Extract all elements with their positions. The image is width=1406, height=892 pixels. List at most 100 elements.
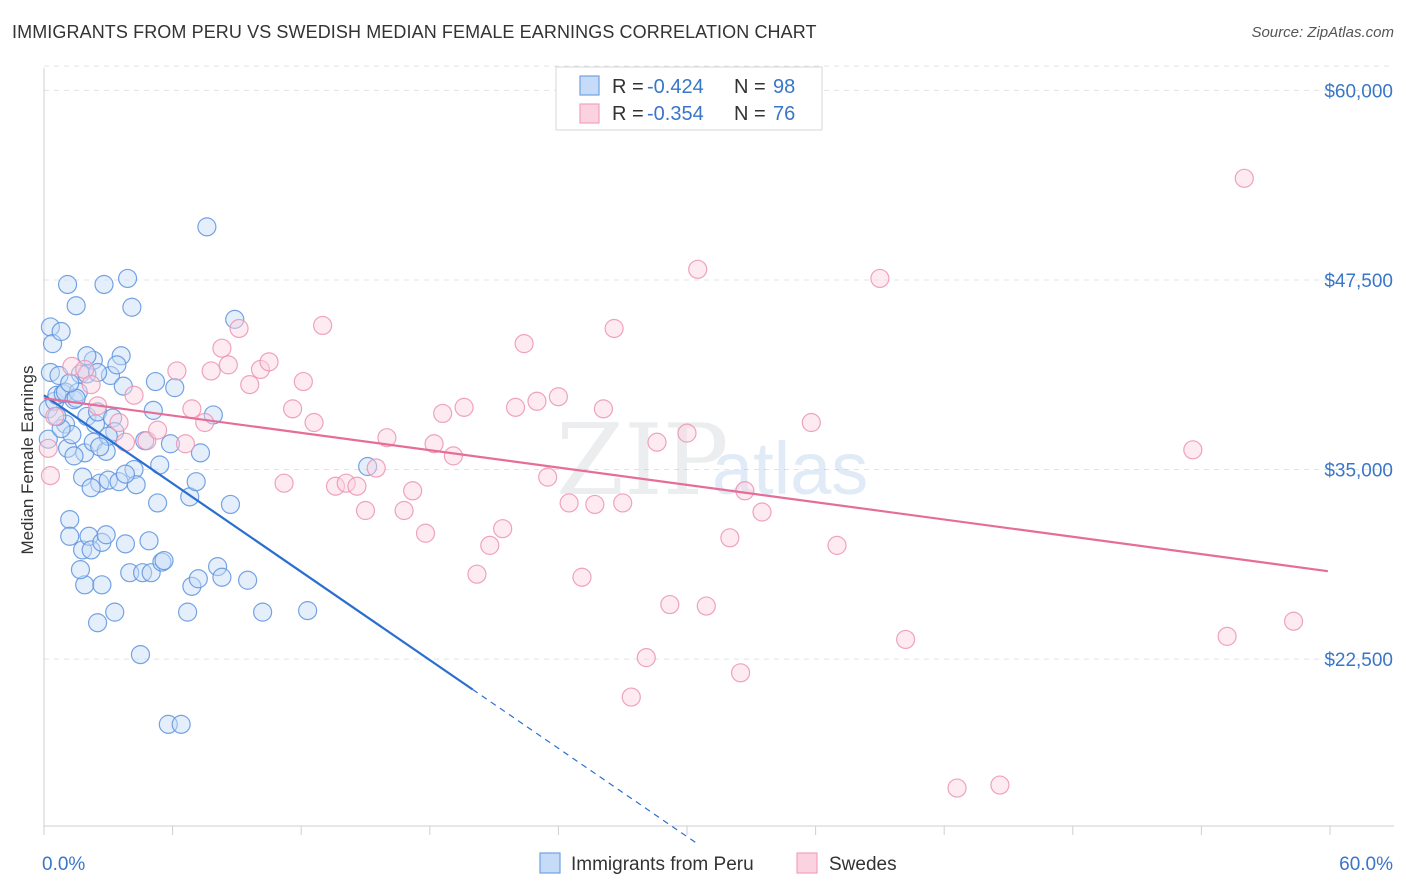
data-point	[347, 476, 367, 496]
chart-source: Source: ZipAtlas.com	[1251, 24, 1394, 41]
data-point	[147, 420, 168, 440]
x-tick-label: 0.0%	[42, 854, 85, 875]
chart-title: IMMIGRANTS FROM PERU VS SWEDISH MEDIAN F…	[12, 22, 817, 42]
data-point	[947, 778, 967, 798]
data-point	[366, 458, 386, 478]
data-point	[167, 361, 187, 381]
data-point	[122, 297, 142, 317]
y-tick-label: $22,500	[1324, 650, 1393, 671]
data-point	[240, 375, 260, 395]
data-point	[60, 373, 80, 393]
data-point	[274, 473, 294, 493]
data-point	[559, 493, 579, 513]
series-swedes	[38, 168, 1304, 798]
data-point	[293, 371, 313, 392]
data-point	[212, 338, 232, 358]
data-point	[253, 602, 273, 622]
data-point	[647, 432, 667, 452]
data-point	[195, 412, 215, 433]
legend-label-swedes: Swedes	[829, 854, 897, 875]
stats-legend: R = -0.424 N = 98 R = -0.354 N = 76	[555, 66, 823, 131]
data-point	[147, 493, 168, 513]
data-point	[124, 385, 144, 405]
watermark-atlas: atlas	[712, 427, 868, 510]
data-point	[454, 397, 474, 417]
data-point	[90, 437, 110, 457]
x-tick-labels: 0.0% 60.0%	[42, 854, 1393, 875]
data-point	[585, 494, 605, 515]
data-point	[870, 268, 890, 289]
stats-legend-n-label-peru: N =	[734, 76, 766, 98]
data-point	[990, 775, 1010, 795]
data-point	[505, 397, 526, 417]
data-point	[62, 425, 82, 445]
data-point	[143, 400, 163, 420]
gridlines	[44, 65, 1394, 660]
legend-swatch-peru	[539, 852, 561, 874]
data-point	[51, 321, 71, 342]
data-point	[696, 596, 716, 616]
watermark-zip: ZIP	[556, 404, 729, 518]
data-point	[57, 274, 78, 295]
stats-legend-n-swedes: 76	[773, 103, 795, 125]
data-point	[38, 438, 58, 458]
x-tick-label: 60.0%	[1339, 854, 1393, 875]
data-point	[175, 434, 196, 454]
trendline-peru-extension	[472, 688, 699, 845]
data-point	[130, 644, 151, 665]
data-point	[60, 526, 80, 546]
data-point	[75, 575, 95, 595]
data-point	[70, 560, 91, 580]
data-point	[377, 428, 397, 448]
stats-legend-r-peru: -0.424	[647, 76, 704, 98]
data-point	[64, 446, 84, 466]
data-point	[81, 540, 101, 560]
data-point	[51, 418, 71, 439]
data-point	[688, 259, 708, 279]
data-point	[190, 443, 211, 463]
data-point	[467, 564, 487, 584]
data-point	[548, 387, 569, 407]
data-point	[636, 648, 656, 668]
data-point	[117, 268, 138, 289]
data-point	[403, 481, 423, 501]
data-point	[182, 576, 202, 596]
data-point	[394, 500, 414, 521]
data-point	[1183, 440, 1203, 460]
data-point	[45, 406, 65, 427]
data-point	[105, 602, 125, 622]
y-tick-label: $60,000	[1324, 81, 1393, 102]
data-point	[336, 473, 356, 493]
data-point	[109, 412, 129, 433]
series-immigrants-from-peru	[38, 217, 378, 734]
data-point	[115, 534, 136, 554]
data-point	[40, 466, 61, 486]
watermark: ZIP atlas	[556, 404, 868, 518]
data-point	[238, 570, 258, 590]
data-point	[660, 594, 680, 615]
trendline-swedes	[43, 397, 1329, 573]
stats-legend-swatch-swedes	[579, 103, 600, 124]
data-point	[218, 355, 238, 375]
data-point	[896, 629, 916, 650]
data-point	[752, 502, 772, 522]
data-point	[538, 467, 558, 487]
data-point	[208, 557, 228, 577]
y-tick-labels: $60,000 $47,500 $35,000 $22,500	[1324, 81, 1393, 671]
data-point	[154, 550, 174, 571]
y-axis-title: Median Female Earnings	[18, 366, 37, 555]
data-point	[613, 493, 633, 513]
data-point	[1283, 611, 1304, 631]
data-point	[283, 399, 303, 419]
data-point	[60, 509, 80, 530]
legend-label-peru: Immigrants from Peru	[571, 854, 754, 875]
data-point	[81, 375, 101, 395]
bottom-legend: Immigrants from Peru Swedes	[539, 852, 897, 875]
data-point	[720, 528, 740, 548]
data-point	[139, 531, 159, 551]
data-point	[94, 274, 114, 295]
data-point	[527, 391, 547, 411]
data-point	[197, 217, 217, 237]
data-point	[111, 346, 131, 366]
data-point	[604, 318, 624, 339]
